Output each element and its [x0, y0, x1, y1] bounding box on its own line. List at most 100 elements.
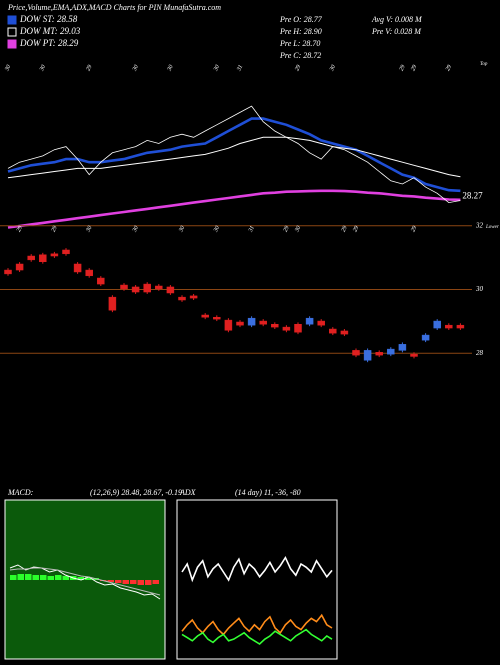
indicator-line: [181, 613, 333, 636]
candle-body: [50, 253, 59, 257]
x-tick-label: 30: [4, 64, 12, 73]
candle-body: [387, 348, 395, 355]
x-tick-label: 30: [213, 225, 221, 234]
candle-body: [259, 320, 267, 325]
candle-body: [27, 255, 35, 261]
histogram-bar: [25, 574, 32, 580]
histogram-bar: [137, 580, 144, 585]
legend-swatch: [7, 15, 17, 25]
x-tick-label: 29: [294, 64, 302, 72]
candle-body: [271, 323, 279, 328]
x-tick-label: 30: [166, 64, 174, 73]
y-tick-label: 30: [475, 285, 484, 293]
legend-label: DOW PT: 28.29: [19, 38, 79, 48]
candle-body: [236, 321, 244, 326]
x-tick-label: 31: [236, 64, 244, 73]
candle-body: [282, 326, 291, 331]
x-tick-label: 30: [85, 225, 93, 234]
indicator-line: [181, 555, 333, 583]
x-tick-label: 29: [283, 225, 291, 233]
panel-subtitle: (14 day) 11, -36, -80: [235, 488, 301, 497]
x-tick-label: 29: [341, 225, 349, 233]
histogram-bar: [107, 580, 114, 582]
candle-body: [15, 263, 24, 271]
histogram-bar: [122, 580, 129, 584]
series-line: [7, 189, 461, 229]
candle-body: [73, 263, 82, 273]
candle-body: [456, 324, 465, 329]
x-tick-label: 30: [329, 64, 337, 73]
candle-body: [352, 350, 360, 356]
value-label: 28.27: [462, 191, 483, 201]
candle-body: [120, 284, 128, 290]
x-tick-label: 29: [445, 64, 453, 72]
candle-body: [62, 249, 70, 255]
price-line: [7, 105, 461, 204]
histogram-bar: [85, 577, 92, 580]
legend-label: DOW ST: 28.58: [19, 14, 78, 24]
histogram-bar: [17, 574, 24, 580]
candle-body: [340, 330, 349, 335]
indicator-line: [9, 564, 161, 600]
x-tick-label: 30: [39, 64, 47, 73]
histogram-bar: [115, 580, 122, 583]
info-text: Avg V: 0.008 M: [371, 15, 423, 24]
legend-label: DOW MT: 29.03: [19, 26, 81, 36]
x-tick-label: 31: [248, 225, 256, 234]
histogram-bar: [130, 580, 137, 584]
x-tick-label: 30: [294, 225, 302, 234]
histogram-bar: [40, 575, 47, 580]
candle-body: [224, 319, 233, 331]
candle-body: [189, 295, 198, 299]
histogram-bar: [152, 580, 159, 584]
x-tick-label: 30: [132, 64, 140, 73]
candle-body: [294, 323, 302, 333]
candle-body: [410, 353, 418, 357]
candle-body: [421, 334, 430, 341]
candle-body: [143, 283, 151, 293]
info-text: Pre C: 28.72: [279, 51, 321, 60]
info-text: Pre V: 0.028 M: [371, 27, 422, 36]
candle-body: [247, 317, 256, 326]
series-line: [7, 117, 461, 193]
y-tick-label: 32: [475, 221, 484, 229]
series-line: [7, 136, 461, 179]
histogram-bar: [62, 576, 69, 580]
annotation: Lower: [485, 225, 499, 230]
indicator-line: [181, 628, 333, 645]
histogram-bar: [77, 577, 84, 580]
y-tick-label: 28: [476, 349, 484, 357]
histogram-bar: [10, 575, 17, 580]
x-tick-label: 29: [51, 225, 59, 233]
x-tick-label: 29: [352, 225, 360, 233]
annotation: Top: [480, 62, 488, 67]
chart-title: Price,Volume,EMA,ADX,MACD Charts for PIN…: [7, 3, 221, 12]
x-tick-label: 30: [132, 225, 140, 234]
candle-body: [213, 316, 221, 320]
candle-body: [131, 286, 140, 293]
candle-body: [166, 286, 175, 294]
panel-title: ADX: [179, 488, 197, 497]
candle-body: [363, 350, 372, 361]
candle-body: [433, 320, 441, 329]
candle-body: [178, 296, 186, 301]
x-tick-label: 29: [399, 64, 407, 72]
candle-body: [97, 277, 105, 285]
candle-body: [398, 344, 407, 351]
candle-body: [375, 352, 383, 356]
x-tick-label: 29: [86, 64, 94, 72]
candle-body: [329, 328, 337, 334]
info-text: Pre O: 28.77: [279, 15, 323, 24]
indicator-line: [9, 567, 161, 596]
info-text: Pre H: 28.90: [279, 27, 322, 36]
candle-body: [39, 254, 47, 263]
candle-body: [305, 317, 314, 325]
x-tick-label: 29: [410, 225, 418, 233]
candle-body: [201, 314, 209, 318]
histogram-bar: [145, 580, 152, 585]
histogram-bar: [32, 575, 39, 580]
x-tick-label: 29: [16, 225, 24, 233]
panel-title: MACD:: [7, 488, 34, 497]
